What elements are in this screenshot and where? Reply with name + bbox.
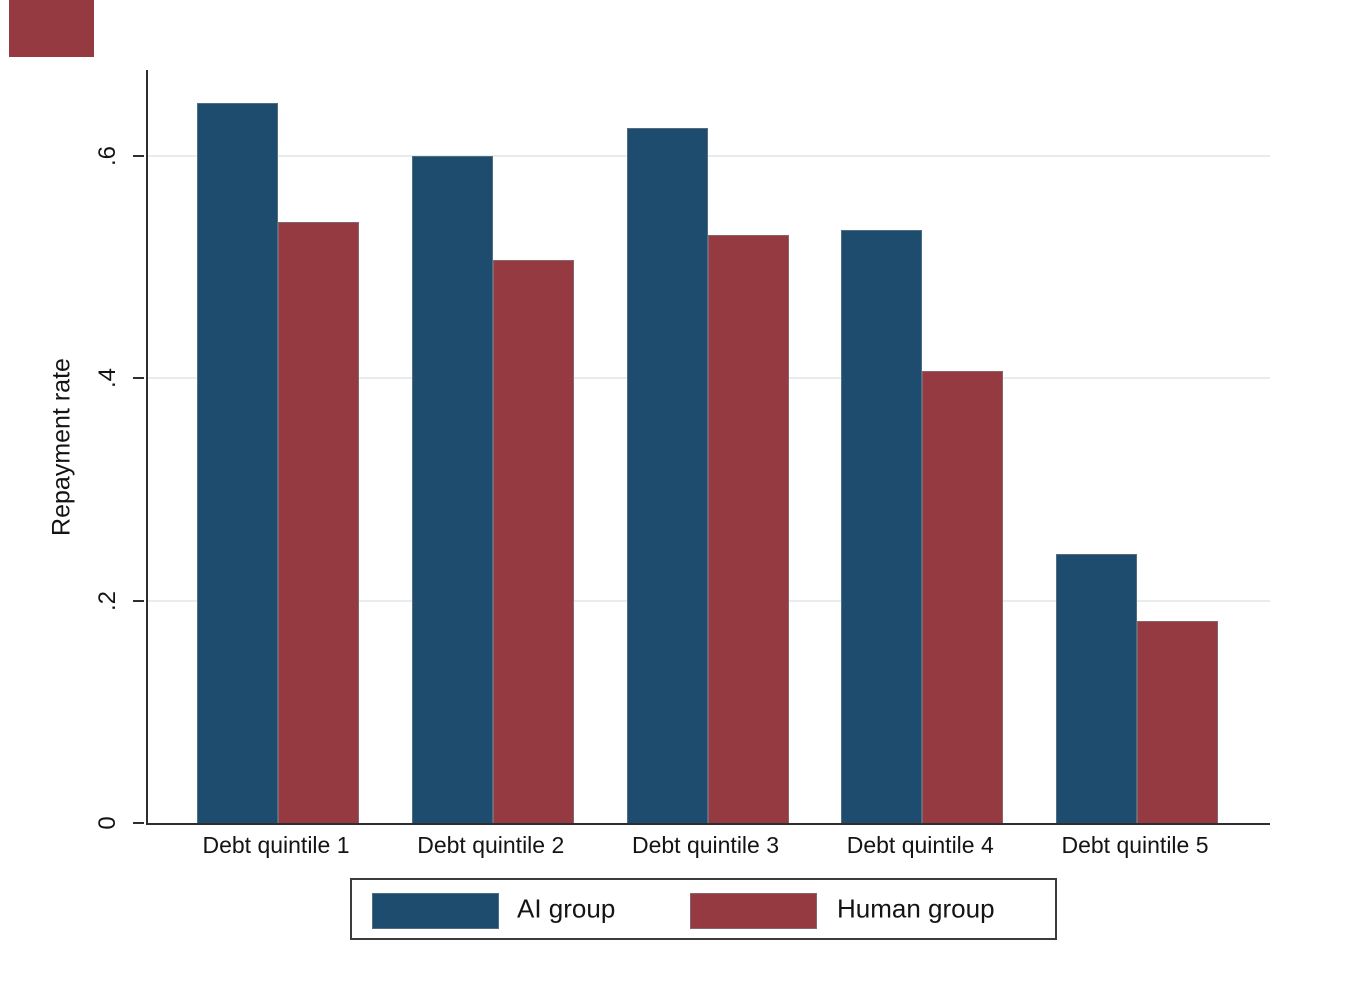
bar-ai-group-q3 xyxy=(626,128,708,823)
x-tick-label: Debt quintile 2 xyxy=(417,832,565,858)
bar-ai-group-q5 xyxy=(1056,554,1137,823)
y-tick-label: 0 xyxy=(94,816,121,830)
bar-human-group-q5 xyxy=(1137,621,1218,823)
x-tick-label: Debt quintile 5 xyxy=(1061,832,1209,858)
x-tick-label: Debt quintile 4 xyxy=(846,832,994,858)
bar-human-group-q3 xyxy=(707,235,789,823)
legend: AI group Human group xyxy=(350,878,1057,940)
y-axis-tick xyxy=(133,822,144,824)
y-axis-tick xyxy=(133,377,144,380)
bar-human-group-q4 xyxy=(922,371,1004,823)
y-axis-title: Repayment rate xyxy=(47,358,76,536)
y-axis-tick xyxy=(133,599,144,602)
y-tick-label: .6 xyxy=(94,145,121,166)
bar-ai-group-q1 xyxy=(197,103,278,823)
y-tick-label: .4 xyxy=(94,368,121,389)
legend-swatch-ai-group xyxy=(372,893,499,929)
y-axis-tick xyxy=(133,154,144,157)
bar-human-group-q2 xyxy=(492,260,574,823)
bar-ai-group-q4 xyxy=(841,230,923,823)
x-tick-label: Debt quintile 3 xyxy=(631,832,780,858)
y-tick-label: .2 xyxy=(94,590,121,611)
bar-ai-group-q2 xyxy=(411,156,493,823)
x-tick-label: Debt quintile 1 xyxy=(202,832,350,858)
plot-area xyxy=(146,70,1270,825)
bar-human-group-q1 xyxy=(278,222,359,823)
red-overlay-patch xyxy=(9,0,94,57)
legend-label-ai-group: AI group xyxy=(517,893,616,924)
gridline xyxy=(148,154,1270,157)
legend-label-human-group: Human group xyxy=(837,893,995,924)
legend-swatch-human-group xyxy=(690,893,817,929)
